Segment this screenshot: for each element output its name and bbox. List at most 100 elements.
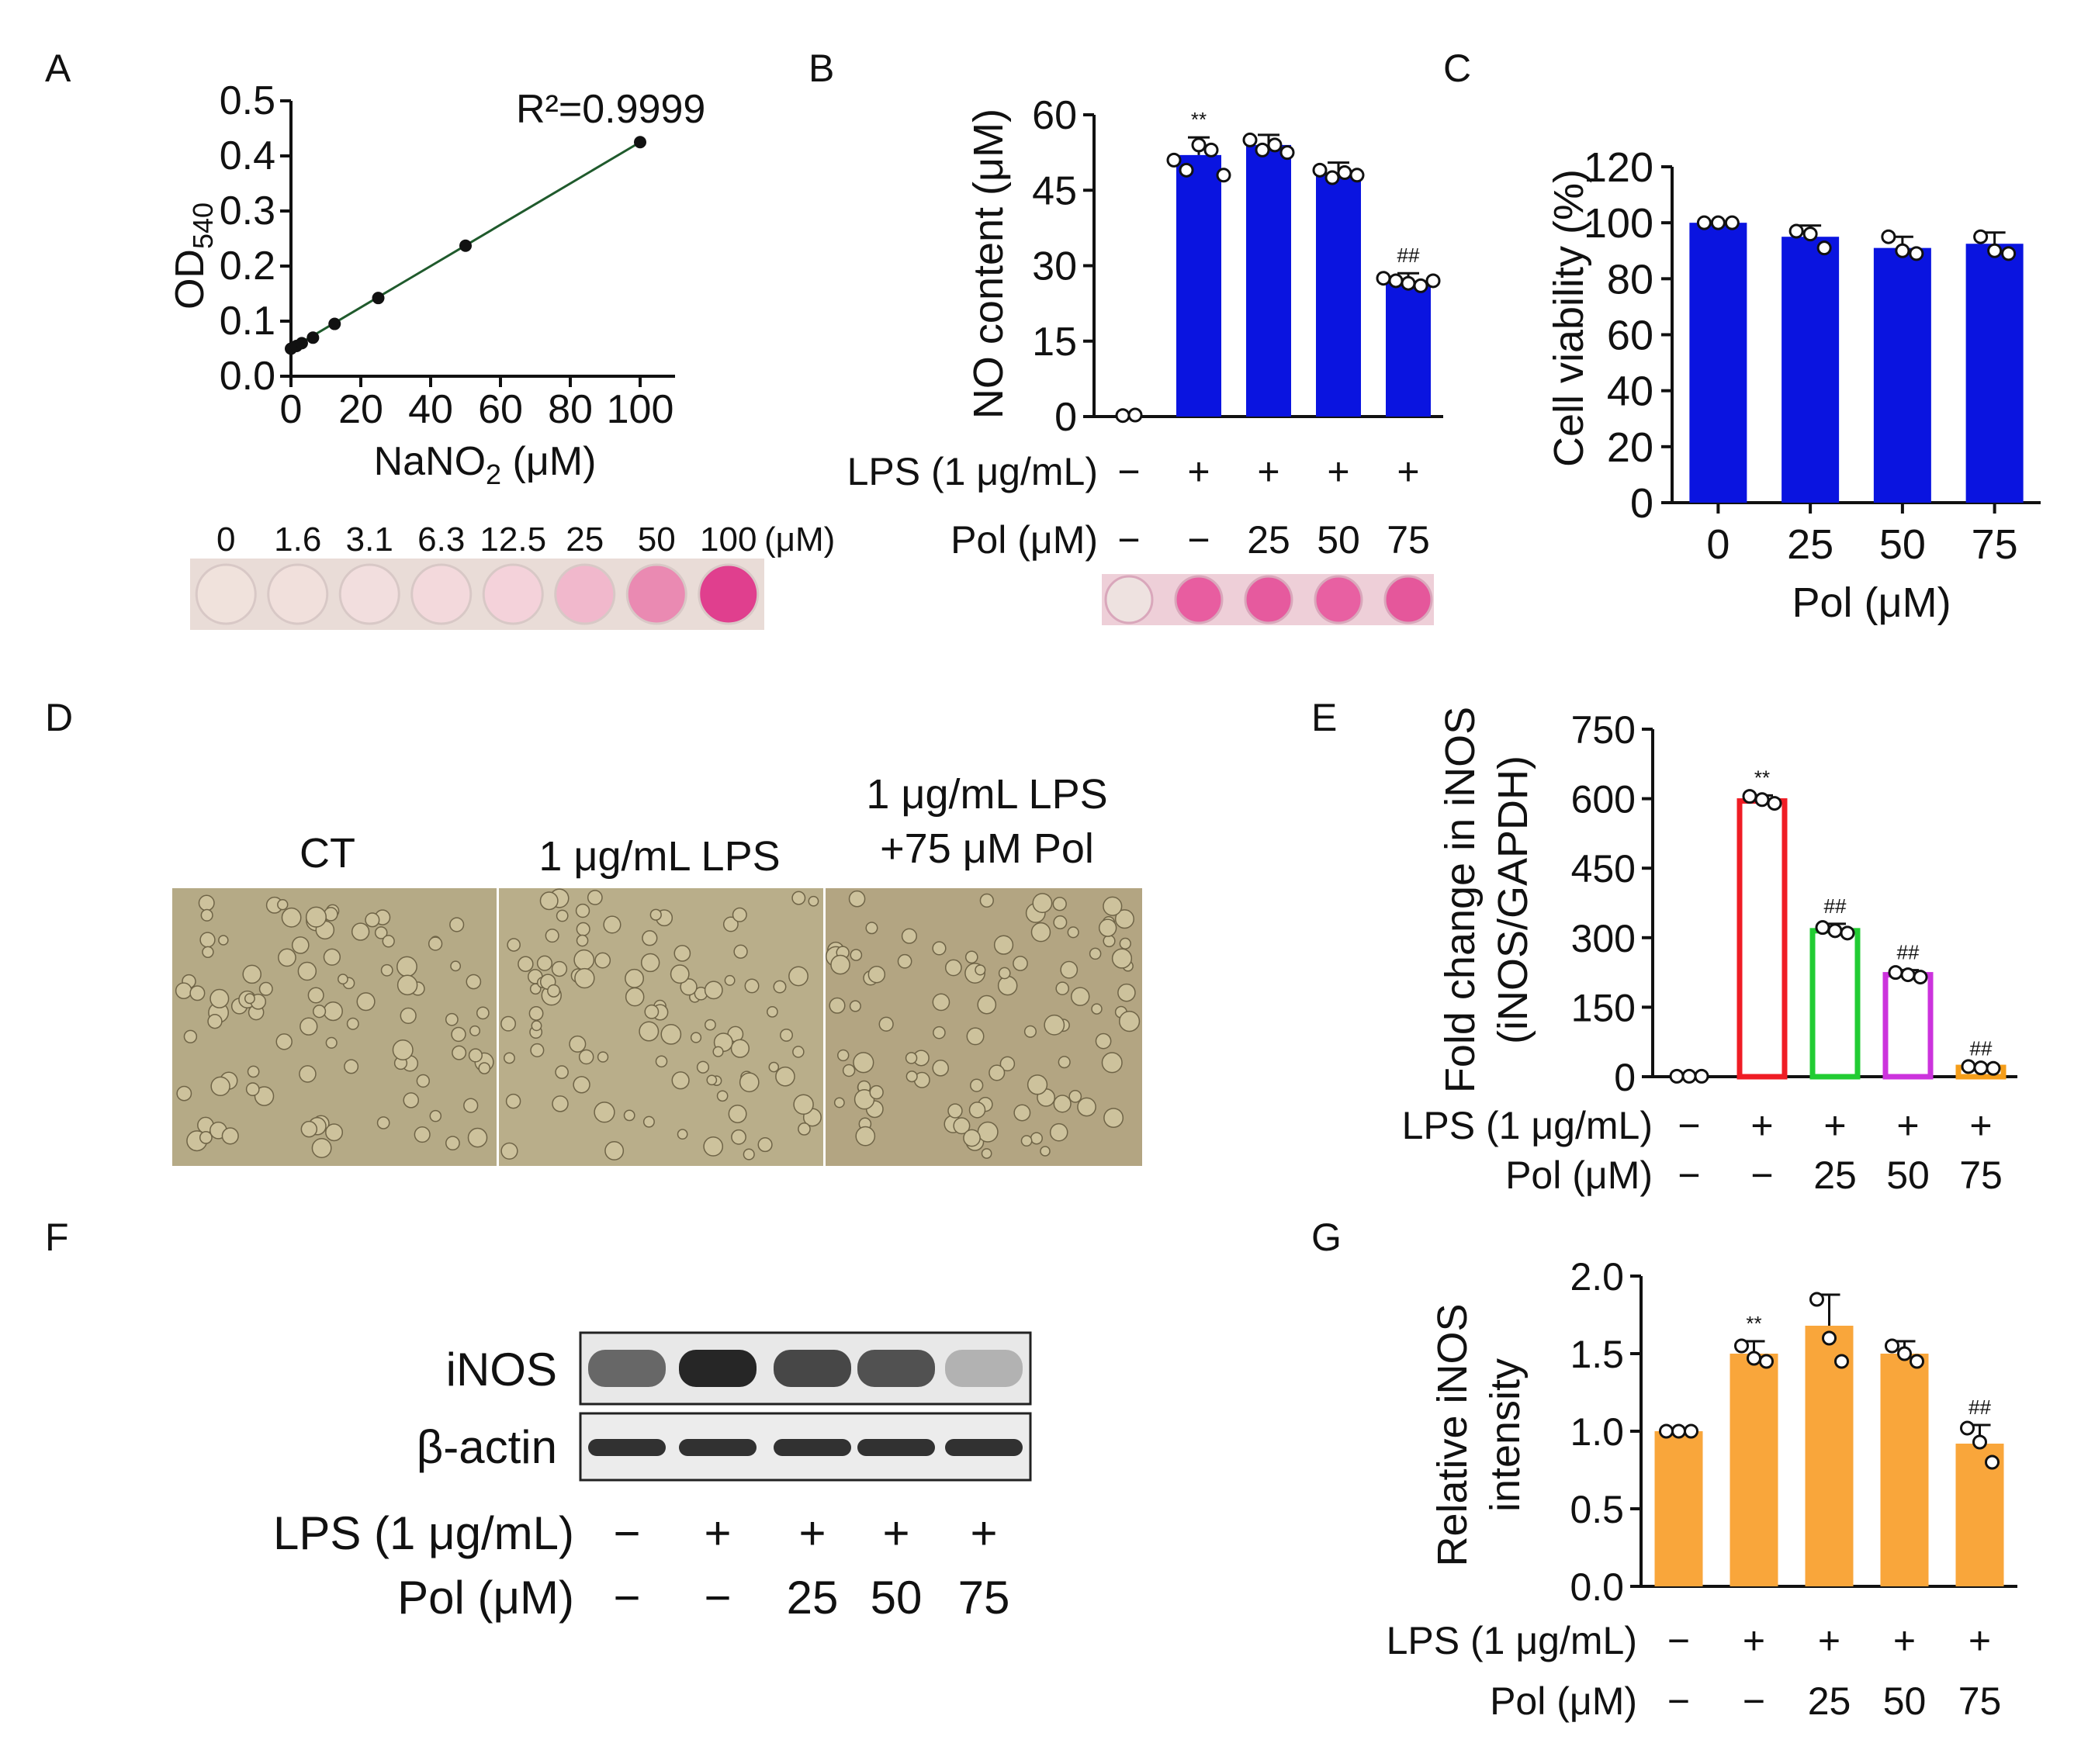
micrograph-cell [307,987,324,1004]
panel-b-lps-value: + [1327,450,1349,493]
panel-a-data-point [372,292,385,305]
panel-b-data-point [1324,170,1340,185]
panel-f-pol-value: 50 [871,1572,923,1624]
panel-g-data-point [1747,1351,1761,1366]
micrograph-cell [680,978,698,996]
micrograph-cell [344,1059,359,1074]
panel-label-c: C [1443,47,1471,90]
micrograph-cell [642,930,658,946]
micrograph-cell [791,891,806,905]
micrograph-cell [210,1076,230,1097]
micrograph-cell [305,906,327,928]
panel-a-well [698,563,760,625]
micrograph-ct [172,888,497,1166]
panel-b-data-point [1115,408,1131,424]
panel-a-well [195,563,257,625]
panel-e-data-point [1669,1068,1685,1084]
panel-b-data-point [1267,137,1283,153]
micrograph-cell [176,1085,192,1102]
panel-g-lps-value: + [1818,1619,1840,1662]
micrograph-cell [733,944,748,959]
panel-c-y-tick-label: 120 [1584,144,1653,191]
panel-e-data-point [1913,970,1928,985]
micrograph-cell [999,1056,1016,1072]
panel-a-y-tick-label: 0.5 [220,78,275,123]
panel-g-lps-value: + [1968,1619,1991,1662]
panel-g-lps-value: − [1667,1619,1690,1662]
panel-b-pol-value: 75 [1387,518,1430,562]
micrograph-cell [933,1026,946,1039]
panel-c-y-tick-label: 60 [1607,313,1653,359]
micrograph-cell [1060,960,1079,979]
micrograph-cell [445,1136,460,1151]
micrograph-cell [1070,987,1090,1006]
micrograph-cell [604,1140,625,1160]
panel-a-x-tick-label: 100 [607,387,674,432]
panel-e-data-point [1973,1060,1989,1076]
panel-b-no-content: 0 15 30 45 60 ** ## NO content (μM) LPS (1 μg… [847,93,1443,625]
panel-b-data-point [1376,271,1391,286]
micrograph-cell [428,936,443,951]
micrograph-cell [677,1129,688,1140]
micrograph-cell [932,941,947,956]
micrograph-cell [1055,981,1070,996]
panel-c-x-tick-label: 50 [1879,521,1926,568]
panel-g-data-point [1972,1434,1987,1450]
panel-e-lps-value: + [1750,1104,1773,1147]
micrograph-cell [382,935,395,948]
panel-g-pol-value: − [1743,1679,1765,1723]
micrograph-cell [531,1020,542,1032]
micrograph-cell [788,966,809,987]
micrograph-cell [500,1015,517,1032]
micrograph-cell [743,1148,755,1160]
micrograph-cell [416,1074,431,1088]
micrograph-cell [1027,1074,1048,1095]
panel-e-y-tick-label: 0 [1614,1056,1636,1099]
micrograph-cell [429,1109,442,1122]
blot-label-inos: iNOS [446,1344,557,1396]
micrograph-cell [1053,915,1068,929]
micrograph-cell [207,1014,223,1029]
micrograph-cell [275,1033,293,1050]
micrograph-cell [901,928,917,944]
panel-c-data-point [1895,243,1910,258]
panel-g-y-tick-label: 1.0 [1570,1410,1624,1454]
panel-f-lps-value: + [882,1507,909,1559]
blot-band-inos [679,1350,757,1387]
panel-b-bar [1246,144,1291,417]
micrograph-cell [578,1049,594,1065]
panel-b-bar [1176,154,1221,417]
micrograph-cell [218,935,229,946]
panel-a-axes [289,101,675,378]
micrograph-cell [1013,1104,1031,1122]
micrograph-cell [603,915,622,934]
panel-b-data-point [1242,132,1258,147]
micrograph-cell [642,1115,655,1128]
micrograph-cell [576,934,589,947]
panel-c-y-axis-title: Cell viability (%) [1546,169,1592,467]
micrograph-cell [575,903,590,918]
panel-f-lps-value: + [970,1507,997,1559]
panel-b-well [1174,575,1224,624]
panel-a-well [267,563,329,625]
panel-b-data-point [1279,145,1295,161]
panel-c-data-point [1816,240,1832,256]
micrograph-cell [400,1007,417,1025]
panel-e-data-point [1840,925,1855,941]
micrograph-cell [1030,1132,1043,1145]
micrograph-cell [555,1065,569,1079]
panel-f-pol-label: Pol (μM) [397,1572,574,1624]
micrograph-cell [536,955,553,971]
panel-b-data-point [1179,162,1194,178]
micrograph-cell [1091,1003,1103,1015]
micrograph-cell [944,959,962,977]
micrograph-cell [1103,896,1123,916]
panel-a-data-point [634,136,646,149]
micrograph-cell [625,987,645,1007]
panel-c-y-tick-label: 80 [1607,256,1653,303]
micrograph-cell [403,1092,420,1109]
micrograph-cell [850,949,863,961]
micrograph-cell [867,965,886,984]
micrograph-lps [499,888,823,1166]
micrograph-cell [346,1017,359,1030]
